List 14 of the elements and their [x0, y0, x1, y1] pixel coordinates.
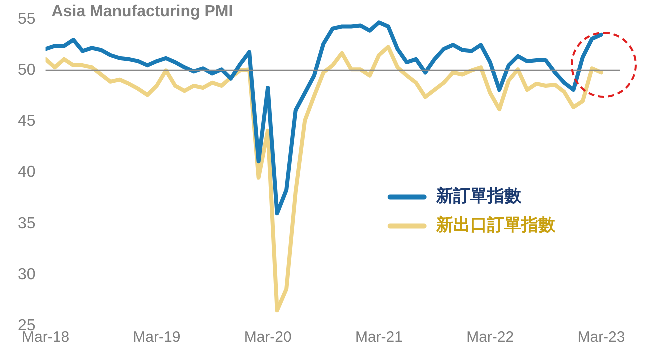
x-tick-label: Mar-22 [466, 329, 514, 346]
x-tick-label: Mar-23 [578, 329, 626, 346]
y-tick-label: 55 [18, 11, 36, 28]
legend-label: 新訂單指數 [435, 186, 522, 207]
legend-label: 新出口訂單指數 [435, 216, 556, 236]
x-tick-label: Mar-19 [133, 329, 181, 346]
x-tick-label: Mar-21 [355, 329, 403, 346]
y-tick-label: 30 [18, 266, 36, 284]
y-tick-label: 45 [18, 113, 36, 130]
chart-title: Asia Manufacturing PMI [52, 3, 234, 20]
x-tick-label: Mar-20 [244, 329, 292, 346]
y-tick-label: 40 [18, 164, 36, 182]
y-tick-label: 35 [18, 215, 36, 232]
y-tick-label: 50 [18, 62, 36, 80]
